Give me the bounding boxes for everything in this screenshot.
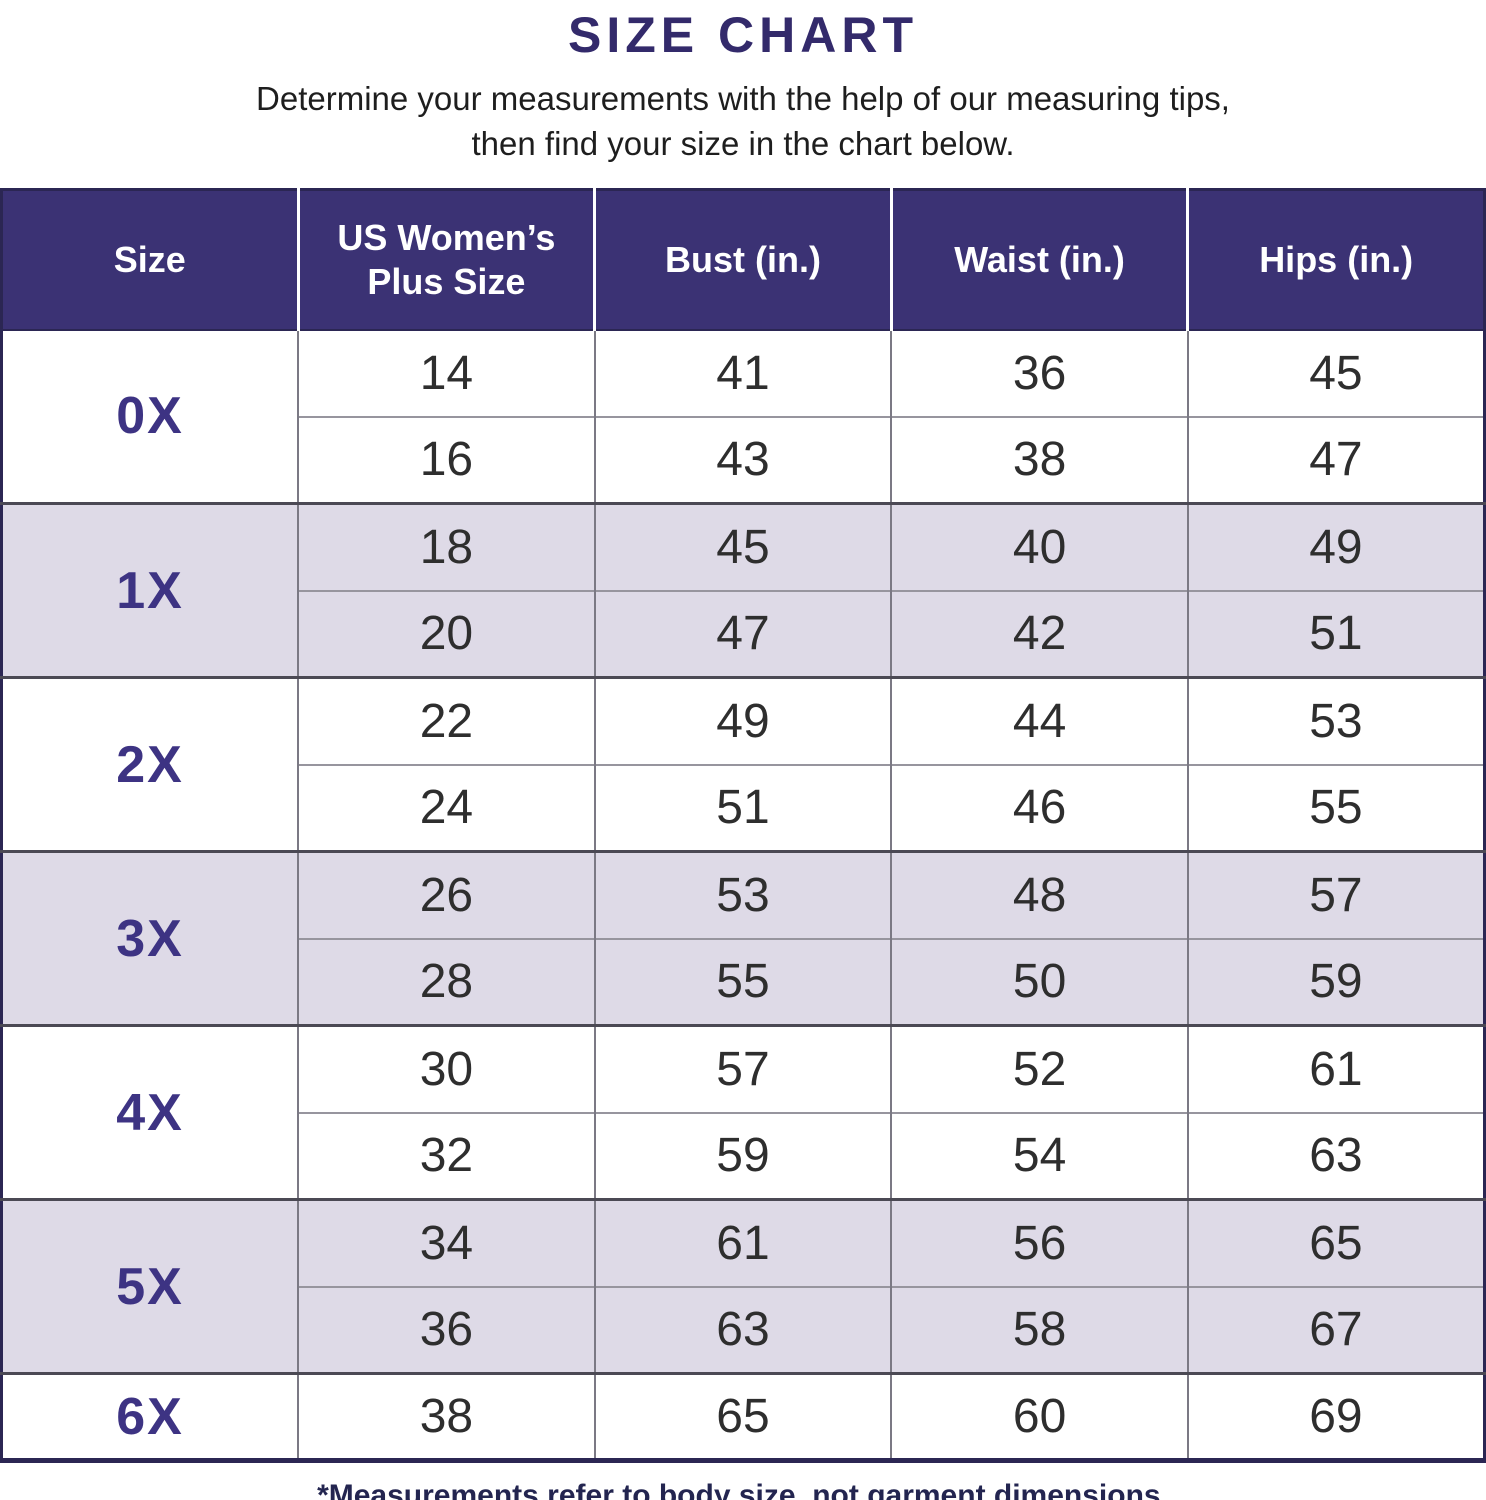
measurement-cell: 49 — [1187, 503, 1485, 591]
measurement-cell: 57 — [1187, 851, 1485, 939]
measurement-cell: 65 — [1187, 1199, 1485, 1287]
size-group-6x: 6X 38 65 60 69 — [1, 1373, 1485, 1461]
measurement-cell: 57 — [594, 1025, 893, 1113]
table-row: 2X 22 49 44 53 — [1, 677, 1485, 852]
table-row: 28 55 50 59 — [2, 937, 1485, 1026]
measurement-cell: 56 — [891, 1199, 1189, 1287]
footnote: *Measurements refer to body size, not ga… — [317, 1479, 1169, 1500]
table-row: 24 51 46 55 — [2, 763, 1485, 852]
measurement-cell: 61 — [1187, 1025, 1485, 1113]
measurement-cell: 58 — [891, 1285, 1189, 1374]
column-header-bust: Bust (in.) — [594, 189, 893, 331]
table-row: 5X 34 61 56 65 — [1, 1199, 1485, 1374]
measurement-cell: 46 — [891, 763, 1189, 852]
column-header-waist: Waist (in.) — [891, 189, 1190, 331]
size-group-4x: 4X 30 57 52 61 32 59 54 63 — [1, 1025, 1485, 1200]
size-group-label: 5X — [1, 1199, 300, 1374]
measurement-cell: 51 — [1187, 589, 1485, 678]
measurement-cell: 34 — [298, 1199, 596, 1287]
measurement-cell: 55 — [1187, 763, 1485, 852]
table-row: 6X 38 65 60 69 — [1, 1373, 1485, 1461]
size-group-label: 4X — [1, 1025, 300, 1200]
size-chart-page: SIZE CHART Determine your measurements w… — [0, 6, 1486, 1500]
measurement-cell: 44 — [891, 677, 1189, 765]
measurement-cell: 32 — [298, 1111, 596, 1200]
size-group-5x: 5X 34 61 56 65 36 63 58 67 — [1, 1199, 1485, 1374]
measurement-cell: 41 — [594, 329, 893, 417]
measurement-cell: 61 — [594, 1199, 893, 1287]
measurement-cell: 65 — [594, 1373, 893, 1461]
table-row: 16 43 38 47 — [2, 415, 1485, 504]
measurement-cell: 63 — [1187, 1111, 1485, 1200]
measurement-cell: 42 — [891, 589, 1189, 678]
column-header-us-plus-size: US Women’s Plus Size — [298, 189, 597, 331]
measurement-cell: 38 — [298, 1373, 596, 1461]
measurement-cell: 69 — [1187, 1373, 1485, 1461]
size-group-0x: 0X 14 41 36 45 16 43 38 47 — [1, 329, 1485, 504]
measurement-cell: 51 — [594, 763, 893, 852]
measurement-cell: 53 — [1187, 677, 1485, 765]
size-group-label: 3X — [1, 851, 300, 1026]
size-group-label: 0X — [1, 329, 300, 504]
measurement-cell: 20 — [298, 589, 596, 678]
size-group-3x: 3X 26 53 48 57 28 55 50 59 — [1, 851, 1485, 1026]
size-group-label: 6X — [1, 1373, 300, 1461]
table-row: 0X 14 41 36 45 — [1, 329, 1485, 504]
column-header-size: Size — [1, 189, 300, 331]
measurement-cell: 47 — [1187, 415, 1485, 504]
measurement-cell: 53 — [594, 851, 893, 939]
table-header: Size US Women’s Plus Size Bust (in.) Wai… — [1, 189, 1485, 331]
measurement-cell: 36 — [891, 329, 1189, 417]
column-header-hips: Hips (in.) — [1187, 189, 1485, 331]
measurement-cell: 16 — [298, 415, 596, 504]
size-group-1x: 1X 18 45 40 49 20 47 42 51 — [1, 503, 1485, 678]
measurement-cell: 59 — [1187, 937, 1485, 1026]
size-group-label: 1X — [1, 503, 300, 678]
measurement-cell: 48 — [891, 851, 1189, 939]
measurement-cell: 54 — [891, 1111, 1189, 1200]
subtitle-line-1: Determine your measurements with the hel… — [256, 80, 1230, 117]
measurement-cell: 22 — [298, 677, 596, 765]
table-row: 4X 30 57 52 61 — [1, 1025, 1485, 1200]
measurement-cell: 55 — [594, 937, 893, 1026]
measurement-cell: 24 — [298, 763, 596, 852]
measurement-cell: 45 — [594, 503, 893, 591]
measurement-cell: 60 — [891, 1373, 1189, 1461]
measurement-cell: 59 — [594, 1111, 893, 1200]
subtitle-line-2: then find your size in the chart below. — [471, 125, 1015, 162]
measurement-cell: 26 — [298, 851, 596, 939]
measurement-cell: 67 — [1187, 1285, 1485, 1374]
measurement-cell: 45 — [1187, 329, 1485, 417]
table-row: 3X 26 53 48 57 — [1, 851, 1485, 1026]
measurement-cell: 50 — [891, 937, 1189, 1026]
measurement-cell: 30 — [298, 1025, 596, 1113]
measurement-cell: 52 — [891, 1025, 1189, 1113]
measurement-cell: 14 — [298, 329, 596, 417]
measurement-cell: 47 — [594, 589, 893, 678]
header-row: Size US Women’s Plus Size Bust (in.) Wai… — [1, 189, 1485, 331]
table-row: 20 47 42 51 — [2, 589, 1485, 678]
measurement-cell: 28 — [298, 937, 596, 1026]
measurement-cell: 43 — [594, 415, 893, 504]
table-row: 1X 18 45 40 49 — [1, 503, 1485, 678]
size-group-label: 2X — [1, 677, 300, 852]
table-row: 32 59 54 63 — [2, 1111, 1485, 1200]
table-row: 36 63 58 67 — [2, 1285, 1485, 1374]
measurement-cell: 36 — [298, 1285, 596, 1374]
size-group-2x: 2X 22 49 44 53 24 51 46 55 — [1, 677, 1485, 852]
measurement-cell: 63 — [594, 1285, 893, 1374]
subtitle: Determine your measurements with the hel… — [0, 76, 1486, 166]
size-chart-table: Size US Women’s Plus Size Bust (in.) Wai… — [0, 188, 1486, 1463]
measurement-cell: 49 — [594, 677, 893, 765]
measurement-cell: 18 — [298, 503, 596, 591]
page-title: SIZE CHART — [568, 7, 918, 63]
measurement-cell: 40 — [891, 503, 1189, 591]
measurement-cell: 38 — [891, 415, 1189, 504]
